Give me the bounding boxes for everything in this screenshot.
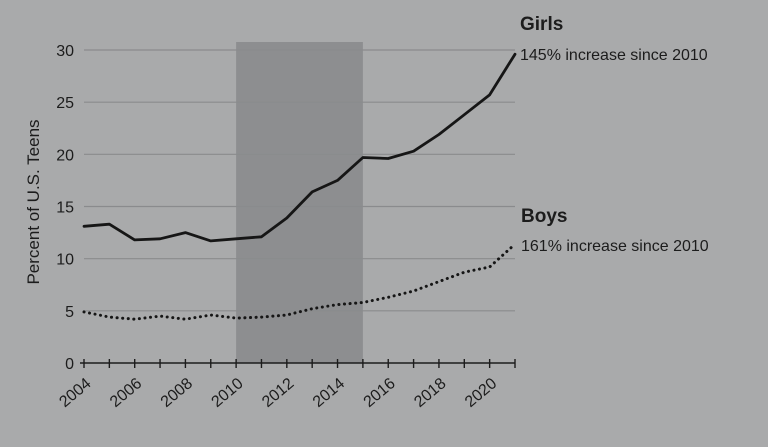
- y-tick-label: 10: [56, 252, 74, 269]
- y-tick-label: 0: [65, 356, 74, 373]
- y-tick-label: 15: [56, 200, 74, 217]
- series-annotation-girls: 145% increase since 2010: [520, 47, 708, 64]
- y-tick-label: 25: [56, 95, 74, 112]
- x-tick-marks: [83, 359, 516, 368]
- series-line-girls: [82, 52, 517, 243]
- shaded-band: [236, 42, 363, 363]
- y-tick-label: 5: [65, 304, 74, 321]
- series-label-boys: Boys: [521, 206, 567, 227]
- series-label-girls: Girls: [520, 14, 563, 35]
- series-lines: [82, 52, 517, 321]
- series-line-boys: [82, 242, 517, 321]
- y-tick-label: 30: [56, 43, 74, 60]
- y-tick-label: 20: [56, 147, 74, 164]
- y-axis-label: Percent of U.S. Teens: [24, 119, 43, 284]
- series-annotation-boys: 161% increase since 2010: [521, 238, 709, 255]
- y-tick-labels: 0 5 10 15 20 25 30: [56, 43, 74, 373]
